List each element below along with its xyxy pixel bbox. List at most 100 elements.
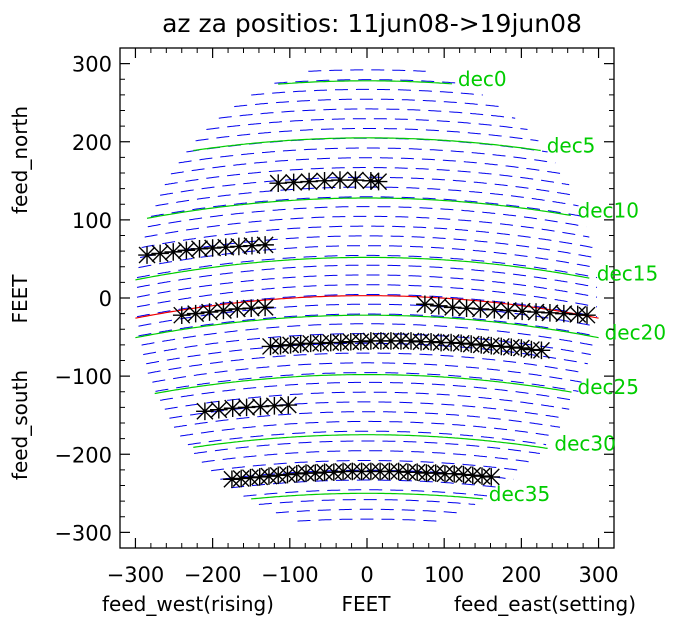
position-marker (300, 172, 318, 191)
x-axis-label-west: feed_west(rising) (102, 592, 274, 616)
track-7 (223, 462, 501, 489)
position-marker (541, 304, 559, 322)
position-marker (203, 239, 222, 257)
position-marker (499, 301, 518, 320)
zero-declination-line (135, 295, 599, 319)
grid-dash-row (136, 284, 598, 308)
x-tick-label: −100 (261, 563, 319, 587)
y-tick-label: 200 (72, 131, 112, 155)
position-marker (416, 295, 434, 314)
position-marker (352, 462, 371, 481)
position-marker (281, 336, 300, 354)
grid-dash-row (155, 372, 579, 392)
position-marker (172, 306, 191, 324)
position-marker (457, 299, 476, 317)
position-marker (186, 304, 205, 323)
grid-dash-row (150, 196, 584, 217)
position-marker (237, 398, 256, 417)
grid-dash-row (146, 342, 588, 365)
position-marker (426, 464, 445, 482)
position-marker (432, 333, 450, 352)
y-axis-label-south: feed_south (8, 370, 32, 480)
declination-label-dec5: dec5 (547, 134, 596, 158)
position-marker (306, 464, 325, 482)
position-marker (196, 402, 214, 421)
y-tick-label: 100 (72, 209, 112, 233)
declination-line-dec20 (135, 314, 599, 339)
position-marker (269, 466, 288, 485)
x-tick-label: 200 (501, 563, 541, 587)
position-marker (522, 340, 541, 359)
track-2 (138, 236, 274, 264)
grid-dash-row (258, 499, 476, 505)
position-marker (279, 396, 298, 414)
position-marker (341, 332, 360, 351)
declination-line-dec30 (193, 434, 548, 449)
position-marker (362, 172, 380, 190)
position-marker (422, 332, 440, 351)
declination-line-dec10 (146, 197, 571, 219)
y-tick-label: 300 (72, 53, 112, 77)
position-marker (412, 332, 430, 351)
grid-dash-row (147, 352, 587, 374)
declination-lines: dec0 dec5 dec10 dec15 dec20 dec25 dec30 dec35 (135, 67, 666, 506)
position-marker (443, 298, 462, 317)
track-6 (196, 396, 298, 421)
position-marker (242, 299, 261, 317)
position-marker (256, 298, 274, 317)
grid-dash-row (206, 118, 528, 130)
grid-dash-row (155, 186, 579, 207)
position-marker (429, 297, 448, 315)
position-marker (532, 341, 551, 360)
position-marker (343, 462, 362, 481)
grid-dash-row (211, 460, 523, 472)
position-marker (482, 336, 501, 355)
position-marker (138, 246, 156, 264)
position-marker (445, 464, 464, 483)
position-marker (331, 171, 349, 189)
position-marker (513, 302, 531, 321)
position-marker (321, 333, 340, 352)
grid-dash-row (274, 79, 460, 84)
position-marker (402, 332, 420, 350)
position-marker (527, 303, 545, 321)
position-marker (243, 236, 261, 255)
position-marker (442, 333, 460, 352)
y-tick-label: −300 (54, 521, 112, 545)
position-marker (568, 305, 587, 324)
position-marker (362, 462, 380, 481)
position-marker (371, 462, 389, 481)
position-marker (230, 237, 248, 256)
position-marker (301, 334, 320, 353)
declination-line-dec35 (251, 492, 483, 500)
y-axis-label-north: feed_north (8, 106, 32, 214)
position-marker (325, 463, 343, 482)
position-marker (200, 303, 219, 321)
x-tick-label: −200 (184, 563, 242, 587)
position-marker (382, 332, 400, 350)
position-marker (473, 467, 491, 485)
position-marker (151, 244, 169, 263)
grid-dash-row (160, 176, 574, 196)
grid-dash-row (147, 206, 587, 228)
declination-label-dec20: dec20 (605, 321, 666, 345)
position-marker (512, 339, 531, 357)
grid-dash-row (275, 508, 459, 514)
position-marker (269, 174, 288, 192)
position-marker (454, 465, 473, 484)
declination-label-dec0: dec0 (458, 67, 507, 91)
position-marker (315, 172, 334, 190)
declination-label-dec35: dec35 (489, 482, 550, 506)
grid-dash-row (160, 381, 574, 401)
position-marker (311, 334, 330, 353)
declination-label-dec10: dec10 (578, 199, 639, 223)
grid-dash-row (144, 215, 590, 238)
y-tick-label: 0 (99, 287, 112, 311)
y-tick-label: −100 (54, 365, 112, 389)
grid-dash-row (178, 147, 556, 164)
declination-label-dec15: dec15 (597, 261, 658, 285)
y-axis-label-center: FEET (8, 274, 32, 324)
position-marker (331, 333, 350, 352)
position-marker (278, 465, 297, 484)
